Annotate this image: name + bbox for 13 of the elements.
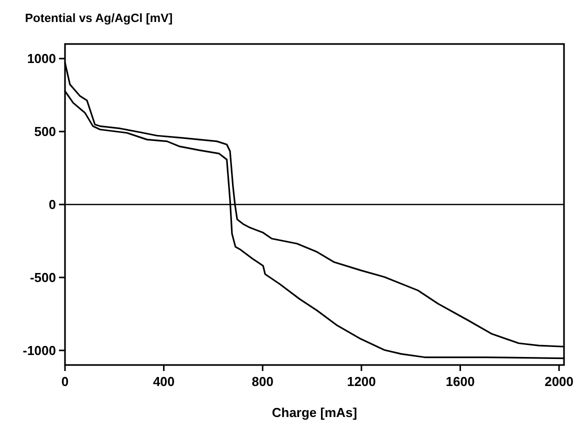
- x-tick-label: 0: [61, 374, 69, 389]
- x-tick-label: 2000: [544, 374, 574, 389]
- y-tick-label: 0: [48, 197, 56, 212]
- x-tick-label: 1200: [346, 374, 376, 389]
- x-tick-label: 400: [152, 374, 175, 389]
- y-tick-label: 500: [34, 124, 56, 140]
- x-axis-title: Charge [mAs]: [272, 405, 358, 420]
- y-tick-label: 1000: [27, 51, 56, 66]
- y-axis-title: Potential vs Ag/AgCl [mV]: [25, 11, 173, 25]
- y-tick-label: -500: [30, 270, 56, 285]
- y-tick-label: -1000: [22, 342, 56, 358]
- x-tick-label: 1600: [446, 374, 475, 389]
- x-tick-label: 800: [252, 374, 274, 389]
